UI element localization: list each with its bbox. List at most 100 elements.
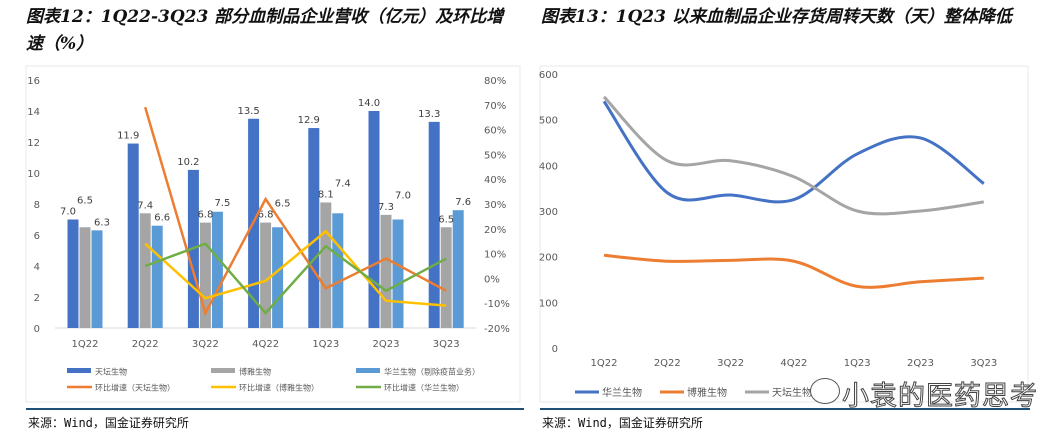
data-label: 12.9 — [298, 115, 320, 126]
x-tick-label: 3Q22 — [192, 339, 219, 350]
data-label: 13.5 — [237, 106, 259, 117]
data-label: 7.0 — [395, 191, 411, 202]
data-label: 7.4 — [137, 200, 153, 211]
y-tick-label: 0 — [34, 324, 40, 335]
bar — [368, 111, 380, 328]
bar — [332, 213, 344, 328]
x-tick-label: 1Q23 — [312, 339, 339, 350]
bar — [151, 225, 163, 328]
y2-tick-label: 60% — [484, 126, 506, 137]
data-label: 6.5 — [275, 198, 291, 209]
data-label: 7.0 — [60, 207, 76, 218]
bar — [91, 230, 103, 328]
y-tick-label: 14 — [27, 107, 40, 118]
y-tick-label: 0 — [552, 344, 558, 355]
legend-label: 环比增速（华兰生物） — [384, 383, 464, 393]
left-source: 来源：Wind，国金证券研究所 — [28, 416, 189, 430]
bar — [260, 222, 272, 328]
y-tick-label: 12 — [27, 138, 40, 149]
y-tick-label: 8 — [34, 200, 40, 211]
data-label: 7.6 — [455, 197, 471, 208]
line-series — [602, 100, 985, 204]
bar — [199, 222, 211, 328]
wechat-icon — [810, 378, 840, 404]
x-tick-label: 2Q22 — [132, 339, 159, 350]
y2-tick-label: -20% — [484, 324, 510, 335]
y-tick-label: 200 — [539, 253, 558, 264]
plot-frame — [25, 65, 521, 403]
right-source: 来源：Wind，国金证券研究所 — [542, 416, 703, 430]
data-label: 6.3 — [94, 217, 110, 228]
y2-tick-label: 80% — [484, 76, 506, 87]
x-tick-label: 1Q22 — [591, 358, 618, 369]
bar — [139, 213, 151, 328]
line-series — [602, 95, 985, 216]
plot-frame — [539, 65, 1029, 403]
bar — [308, 128, 320, 328]
x-tick-label: 3Q22 — [717, 358, 744, 369]
x-tick-label: 4Q22 — [252, 339, 279, 350]
bar — [211, 211, 223, 328]
y-tick-label: 500 — [539, 116, 558, 127]
data-label: 7.4 — [335, 178, 351, 189]
y-tick-label: 600 — [539, 70, 558, 81]
footer-divider — [26, 408, 524, 410]
line-series — [144, 106, 447, 317]
bar — [452, 210, 464, 328]
x-tick-label: 2Q23 — [373, 339, 400, 350]
y2-tick-label: 50% — [484, 150, 506, 161]
legend-label: 博雅生物 — [239, 367, 271, 377]
data-label: 10.2 — [177, 157, 199, 168]
bar — [127, 143, 139, 328]
legend-label: 环比增速（博雅生物） — [239, 383, 319, 393]
bar — [320, 202, 332, 328]
y-tick-label: 300 — [539, 207, 558, 218]
bar — [428, 121, 440, 328]
watermark: 小袁的医药思考 — [842, 381, 1038, 413]
right-chart-title: 图表13：1Q23 以来血制品企业存货周转天数（天）整体降低 — [541, 7, 1012, 27]
left-chart-title: 图表12：1Q22-3Q23 部分血制品企业营收（亿元）及环比增速（%） — [26, 7, 504, 54]
bar — [392, 219, 404, 328]
y2-tick-label: 70% — [484, 101, 506, 112]
bar — [79, 227, 91, 328]
x-tick-label: 1Q23 — [844, 358, 871, 369]
data-label: 6.8 — [258, 210, 274, 221]
legend-label: 华兰生物（剔除疫苗业务） — [384, 367, 480, 377]
legend-label: 华兰生物 — [602, 386, 642, 399]
line-series — [144, 229, 447, 307]
legend-label: 环比增速（天坛生物） — [95, 383, 175, 393]
data-label: 6.6 — [154, 213, 170, 224]
data-label: 14.0 — [358, 98, 380, 109]
y2-tick-label: 30% — [484, 200, 506, 211]
line-series — [603, 253, 984, 289]
data-label: 6.8 — [197, 210, 213, 221]
bar — [67, 219, 79, 328]
data-label: 6.5 — [438, 214, 454, 225]
legend-label: 博雅生物 — [687, 386, 727, 399]
x-tick-label: 3Q23 — [970, 358, 997, 369]
y2-tick-label: -10% — [484, 299, 510, 310]
y-tick-label: 16 — [27, 76, 40, 87]
y2-tick-label: 10% — [484, 250, 506, 261]
footer-divider — [540, 408, 1030, 410]
y2-tick-label: 40% — [484, 175, 506, 186]
y-tick-label: 100 — [539, 298, 558, 309]
y-tick-label: 4 — [34, 262, 40, 273]
legend-label: 天坛生物 — [772, 386, 812, 399]
bar — [272, 227, 284, 328]
bar — [440, 227, 452, 328]
data-label: 13.3 — [418, 109, 440, 120]
legend-label: 天坛生物 — [95, 367, 127, 377]
x-tick-label: 4Q22 — [780, 358, 807, 369]
y-tick-label: 10 — [27, 169, 40, 180]
legend-swatch — [67, 368, 91, 373]
y-tick-label: 400 — [539, 161, 558, 172]
x-tick-label: 2Q23 — [907, 358, 934, 369]
data-label: 7.3 — [378, 202, 394, 213]
data-label: 11.9 — [117, 131, 139, 142]
x-tick-label: 2Q22 — [654, 358, 681, 369]
line-series — [144, 242, 447, 316]
legend-swatch — [211, 368, 235, 373]
